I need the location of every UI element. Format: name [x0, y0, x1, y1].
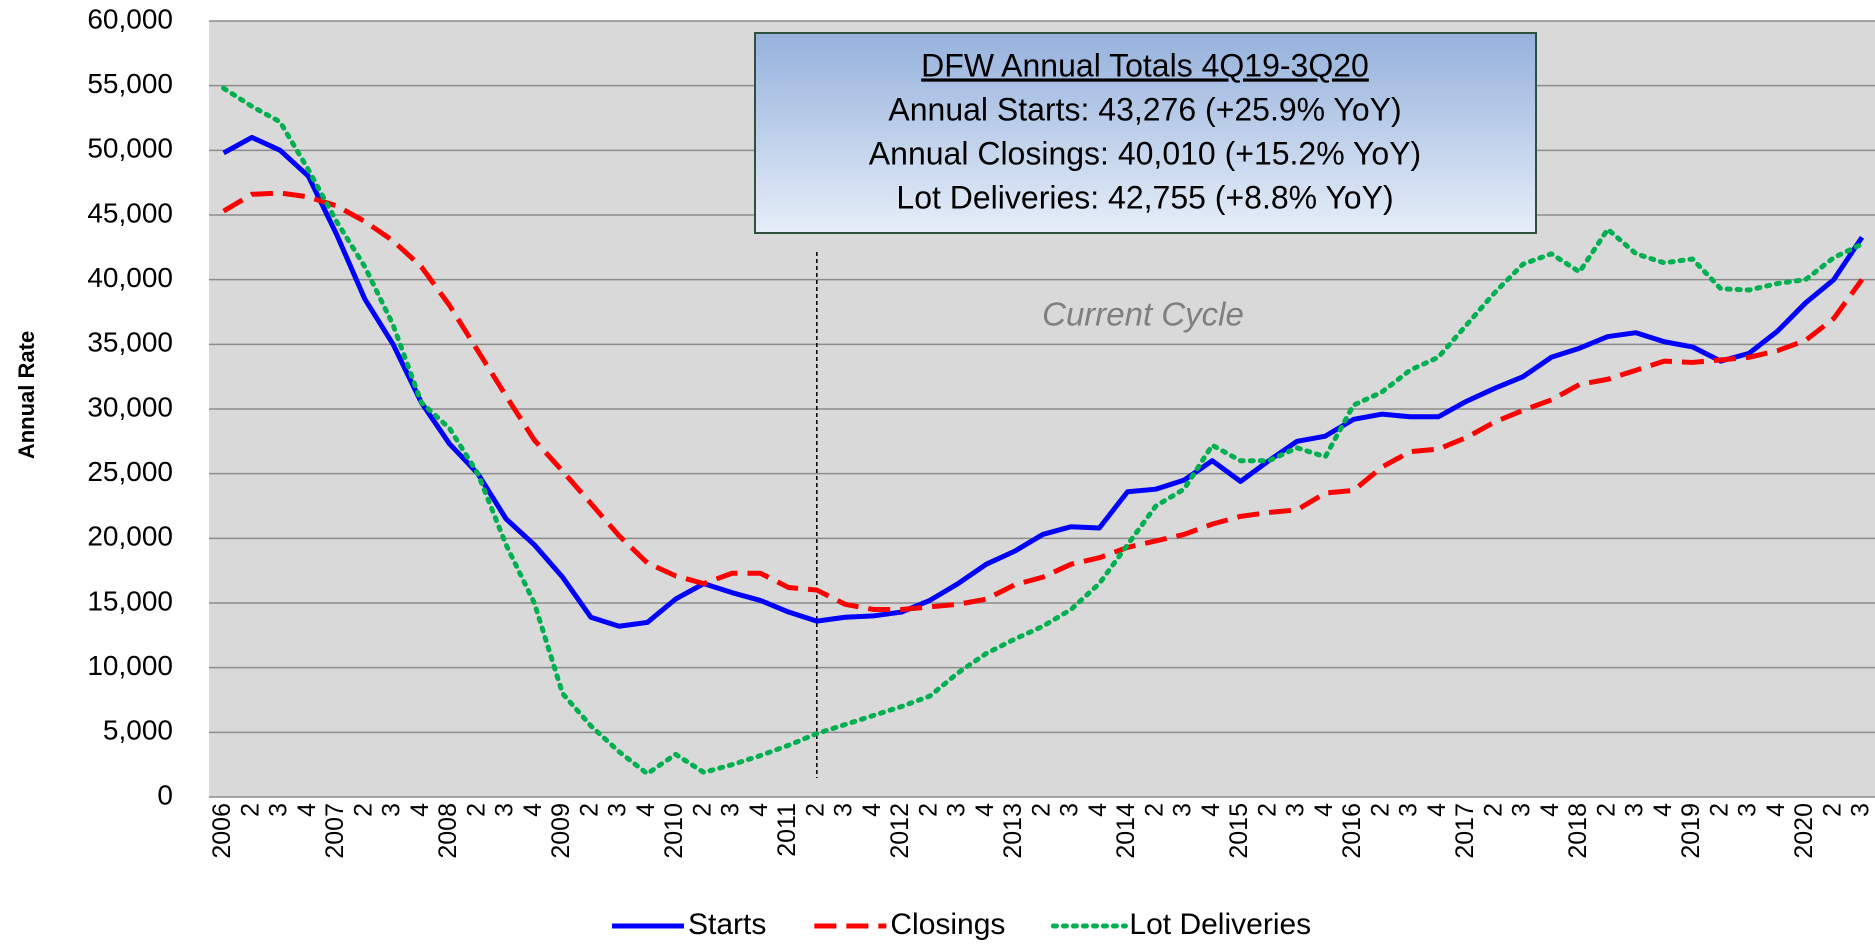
x-tick-label: 4 [1649, 803, 1677, 817]
x-tick-label: 4 [406, 803, 434, 817]
x-tick-label: 2 [1818, 803, 1846, 817]
summary-box [754, 32, 1537, 234]
x-tick-label: 2007 [321, 803, 349, 859]
x-tick-label: 2015 [1225, 803, 1253, 859]
x-tick-label: 2 [349, 803, 377, 817]
y-tick-label: 0 [157, 779, 173, 810]
x-tick-label: 4 [1762, 803, 1790, 817]
x-tick-label: 3 [265, 803, 293, 817]
x-tick-label: 4 [519, 803, 547, 817]
box-line: Annual Closings: 40,010 (+15.2% YoY) [869, 135, 1421, 171]
box-line: Lot Deliveries: 42,755 (+8.8% YoY) [896, 179, 1393, 215]
x-tick-label: 2 [1705, 803, 1733, 817]
x-tick-label: 2016 [1338, 803, 1366, 859]
x-tick-label: 4 [293, 803, 321, 817]
x-tick-label: 2006 [208, 803, 236, 859]
x-tick-label: 3 [1056, 803, 1084, 817]
x-tick-label: 2008 [434, 803, 462, 859]
x-tick-label: 3 [830, 803, 858, 817]
series-line [222, 134, 1865, 629]
x-tick-label: 2 [1592, 803, 1620, 817]
x-tick-label: 3 [1395, 803, 1423, 817]
x-tick-label: 2013 [999, 803, 1027, 859]
x-tick-label: 4 [1423, 803, 1451, 817]
x-tick-label: 3 [1508, 803, 1536, 817]
legend-label: Starts [688, 908, 766, 941]
x-tick-label: 4 [745, 803, 773, 817]
x-tick-label: 2 [801, 803, 829, 817]
x-tick-label: 2 [1479, 803, 1507, 817]
x-tick-label: 4 [858, 803, 886, 817]
x-tick-label: 4 [1197, 803, 1225, 817]
y-tick-label: 60,000 [87, 3, 173, 34]
x-tick-label: 2 [236, 803, 264, 817]
x-tick-label: 3 [717, 803, 745, 817]
x-tick-label: 2 [575, 803, 603, 817]
box-line: Annual Starts: 43,276 (+25.9% YoY) [888, 91, 1401, 127]
x-tick-label: 2020 [1790, 803, 1818, 859]
x-tick-label: 2014 [1112, 803, 1140, 859]
x-tick-label: 3 [491, 803, 519, 817]
y-axis-label: Annual Rate [14, 331, 39, 459]
x-tick-label: 2 [1253, 803, 1281, 817]
y-tick-label: 10,000 [87, 650, 173, 681]
x-tick-label: 2009 [547, 803, 575, 859]
x-tick-label: 3 [604, 803, 632, 817]
x-tick-label: 2 [1140, 803, 1168, 817]
y-tick-label: 50,000 [87, 133, 173, 164]
legend-label: Lot Deliveries [1129, 908, 1311, 941]
x-tick-label: 3 [1734, 803, 1762, 817]
x-tick-label: 3 [1282, 803, 1310, 817]
y-tick-label: 45,000 [87, 197, 173, 228]
series-line [222, 190, 1865, 612]
series-line [221, 85, 1865, 777]
y-tick-label: 15,000 [87, 585, 173, 616]
x-tick-label: 4 [1310, 803, 1338, 817]
x-tick-label: 2017 [1451, 803, 1479, 859]
legend-label: Closings [890, 908, 1005, 941]
x-tick-label: 2 [1366, 803, 1394, 817]
y-tick-label: 40,000 [87, 262, 173, 293]
y-tick-label: 55,000 [87, 68, 173, 99]
x-tick-label: 2 [688, 803, 716, 817]
x-tick-label: 3 [943, 803, 971, 817]
x-tick-label: 4 [632, 803, 660, 817]
x-tick-label: 4 [971, 803, 999, 817]
x-tick-label: 4 [1536, 803, 1564, 817]
x-tick-label: 2010 [660, 803, 688, 859]
y-tick-label: 30,000 [87, 391, 173, 422]
x-tick-label: 4 [1084, 803, 1112, 817]
x-tick-label: 3 [1621, 803, 1649, 817]
x-tick-label: 2 [914, 803, 942, 817]
x-tick-label: 3 [1847, 803, 1875, 817]
y-tick-label: 5,000 [103, 715, 173, 746]
y-tick-label: 20,000 [87, 521, 173, 552]
annotation: Current Cycle [1042, 296, 1244, 333]
x-tick-label: 2019 [1677, 803, 1705, 859]
x-tick-label: 2 [1027, 803, 1055, 817]
x-tick-label: 2012 [886, 803, 914, 859]
y-tick-label: 35,000 [87, 327, 173, 358]
x-tick-label: 2018 [1564, 803, 1592, 859]
x-tick-label: 3 [378, 803, 406, 817]
box-title: DFW Annual Totals 4Q19-3Q20 [921, 47, 1369, 83]
x-tick-label: 2011 [773, 803, 801, 857]
x-tick-label: 2 [462, 803, 490, 817]
y-tick-label: 25,000 [87, 456, 173, 487]
x-tick-label: 3 [1169, 803, 1197, 817]
